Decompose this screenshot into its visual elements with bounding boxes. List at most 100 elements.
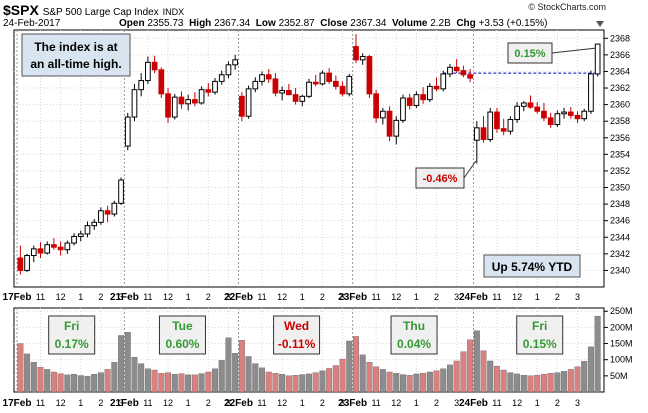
price-x-tick-label: 2 [434, 292, 439, 302]
gain-callout-pointer [551, 47, 596, 54]
volume-bar [500, 369, 507, 393]
exchange: INDX [162, 7, 185, 17]
volume-bar [285, 375, 292, 393]
all-time-high-callout [21, 33, 131, 77]
volume-bar [433, 370, 440, 393]
volume-x-tick-label: 2 [98, 398, 103, 408]
day-summary-change: 0.60% [165, 337, 199, 351]
price-tick-label: 2362 [610, 83, 630, 93]
candle-body [265, 74, 272, 80]
candle-body [554, 113, 561, 126]
price-x-tick-label: 11 [143, 292, 152, 302]
candle-body [131, 89, 138, 118]
volume-x-tick-label: 21Feb [110, 398, 139, 409]
candle-body [480, 127, 487, 140]
volume-bar [44, 369, 51, 393]
price-x-tick-label: 1 [186, 292, 191, 302]
candle-body [111, 202, 118, 215]
volume-bar [292, 375, 299, 393]
candle-body [77, 233, 84, 237]
price-x-tick-label: 3 [226, 292, 231, 302]
candle-body [84, 225, 91, 235]
volume-bar [232, 353, 239, 393]
volume-bar [198, 373, 205, 393]
volume-bar [245, 356, 252, 393]
volume-bar [540, 374, 547, 393]
volume-bar [57, 373, 64, 393]
candle-body [178, 96, 185, 105]
price-tick-label: 2354 [610, 149, 630, 159]
volume-bar [480, 350, 487, 393]
volume-x-tick-label: 11 [36, 398, 45, 408]
volume-bar [339, 358, 346, 393]
volume-bar [359, 354, 366, 393]
candle-body [185, 99, 192, 105]
volume-bar [514, 373, 521, 393]
volume-bar [587, 346, 594, 393]
volume-x-tick-label: 11 [492, 398, 501, 408]
candle-body [192, 99, 198, 104]
price-tick-label: 2352 [610, 166, 630, 176]
price-x-tick-label: 21Feb [110, 292, 139, 303]
volume-bar [379, 369, 386, 393]
volume-bar [205, 371, 212, 393]
volume-x-tick-label: 1 [78, 398, 83, 408]
candle-body [326, 72, 332, 82]
price-tick-label: 2346 [610, 216, 630, 226]
candle-body [245, 88, 252, 117]
candle-body [487, 111, 494, 140]
day-summary-box [516, 315, 564, 355]
candle-body [212, 80, 218, 93]
volume-bar [225, 337, 232, 393]
volume-bar [554, 372, 561, 393]
volume-bar [366, 362, 373, 393]
volume-x-tick-label: 11 [143, 398, 152, 408]
volume-bar [487, 360, 494, 393]
candle-body [567, 111, 574, 116]
price-x-tick-label: 11 [257, 292, 266, 302]
volume-bar [24, 353, 31, 393]
date-label: 24-Feb-2017 [3, 18, 61, 29]
candle-body [527, 102, 534, 108]
volume-bar [272, 373, 279, 393]
volume-x-tick-label: 1 [300, 398, 305, 408]
volume-x-tick-label: 24Feb [459, 398, 488, 409]
candle-body [71, 235, 77, 244]
volume-bar [574, 366, 581, 393]
low-value: 2352.87 [278, 18, 315, 29]
volume-bar [507, 372, 514, 393]
symbol-title: $SPX S&P 500 Large Cap Index INDX [3, 2, 184, 18]
price-x-tick-label: 1 [78, 292, 83, 302]
candle-body [393, 119, 400, 137]
volume-x-tick-label: 2 [206, 398, 211, 408]
day-summary-box [48, 315, 96, 355]
candle-body [346, 75, 353, 95]
candle-body [473, 127, 480, 141]
volume-x-tick-label: 1 [414, 398, 419, 408]
volume-x-tick-label: 3 [119, 398, 124, 408]
price-tick-label: 2356 [610, 133, 630, 143]
volume-x-tick-label: 3 [340, 398, 345, 408]
volume-tick-label: 50M [610, 371, 628, 381]
volume-x-tick-label: 17Feb [3, 398, 32, 409]
candle-body [406, 97, 413, 106]
dropdown-triangle-icon[interactable] [596, 21, 604, 27]
price-x-tick-label: 11 [36, 292, 45, 302]
candle-body [158, 69, 165, 95]
candle-body [574, 114, 581, 120]
candle-body [198, 89, 205, 104]
volume-bar [386, 371, 393, 393]
volume-x-tick-label: 2 [555, 398, 560, 408]
volume-bar [118, 335, 125, 393]
candle-body [594, 43, 601, 75]
volume-bar [446, 364, 453, 393]
price-x-tick-label: 3 [575, 292, 580, 302]
price-x-tick-label: 2 [98, 292, 103, 302]
volume-bar [567, 369, 574, 393]
candle-body [145, 61, 151, 82]
volume-bar [527, 375, 534, 393]
price-x-tick-label: 3 [119, 292, 124, 302]
candle-body [386, 110, 393, 137]
volume-x-tick-label: 11 [371, 398, 380, 408]
